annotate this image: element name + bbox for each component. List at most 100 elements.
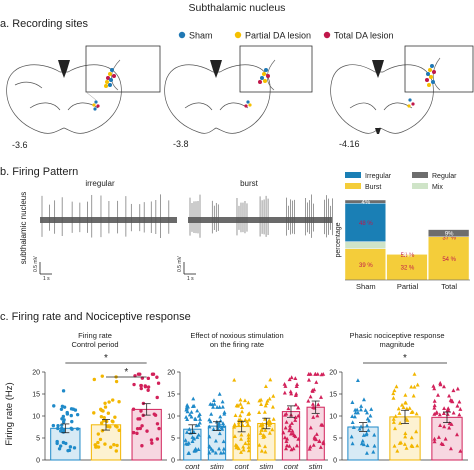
data-point [217, 405, 222, 409]
chart-phasic-response: 0 5 10 15 20 * [329, 353, 468, 465]
data-point [293, 415, 298, 420]
data-point [257, 398, 262, 403]
data-point [284, 411, 289, 416]
data-point [114, 379, 119, 384]
data-point [308, 444, 313, 449]
data-point [113, 415, 117, 419]
panel-c-heading: c. Firing rate and Nociceptive response [0, 311, 191, 323]
data-point [403, 400, 408, 405]
data-point [353, 410, 358, 415]
condition-label: cont [235, 462, 250, 470]
data-point [149, 438, 154, 442]
data-point [260, 422, 265, 426]
data-point [350, 441, 355, 446]
data-point [391, 420, 396, 424]
data-point [366, 428, 371, 432]
scale-voltage-label: 0.5 mV [33, 255, 39, 272]
data-point [104, 419, 109, 424]
data-point [245, 419, 250, 424]
data-point [233, 413, 238, 418]
data-point [403, 392, 408, 397]
data-point [414, 411, 419, 416]
data-point [70, 427, 74, 431]
data-point [240, 422, 245, 427]
data-point [441, 384, 446, 389]
data-point [404, 406, 409, 411]
data-point [197, 412, 202, 416]
data-point [405, 418, 410, 422]
data-point [360, 438, 365, 443]
data-point [139, 383, 143, 388]
stack-value-label: 32 % [401, 266, 415, 272]
data-point [243, 417, 248, 422]
data-point [282, 435, 287, 440]
section-coord-3: -4.16 [339, 139, 360, 149]
data-point [184, 414, 189, 419]
data-point [73, 408, 78, 412]
stack-value-label: 4% [403, 253, 412, 259]
data-point [246, 432, 251, 437]
y-tick-label: 5 [171, 436, 175, 443]
data-point [319, 395, 324, 399]
data-point [72, 446, 77, 450]
data-point [114, 449, 118, 453]
chart-noxious-effect: 0 5 10 15 20 cont stim cont stim cont stim [167, 370, 328, 470]
data-point [207, 444, 212, 449]
subplot-title-line: on the firing rate [210, 340, 264, 349]
data-point [155, 375, 159, 379]
data-point [308, 394, 313, 399]
stack-value-label: 37 % [442, 235, 456, 241]
data-point [288, 423, 293, 428]
data-point [311, 442, 316, 447]
data-point [371, 449, 376, 454]
data-point [150, 441, 154, 445]
data-point [306, 372, 311, 376]
data-point [208, 419, 213, 424]
data-point [240, 409, 245, 414]
stack-segment [386, 254, 428, 281]
data-point [402, 442, 407, 446]
data-point [138, 426, 142, 431]
data-point [211, 398, 216, 403]
data-point [207, 434, 212, 439]
data-point [186, 451, 191, 455]
recording-dots-1 [92, 68, 116, 111]
data-point [213, 450, 218, 455]
data-point [289, 375, 294, 380]
data-point [241, 447, 246, 452]
data-point [145, 429, 149, 433]
legend-dot-partial [234, 31, 242, 39]
data-point [455, 386, 460, 391]
data-point [187, 412, 192, 417]
data-point [391, 391, 396, 396]
data-point [265, 398, 270, 403]
data-point [438, 382, 443, 387]
data-point [393, 426, 398, 431]
data-point [239, 432, 244, 437]
data-point [447, 425, 452, 430]
stack-segment [344, 202, 386, 242]
stack-value-label: 9% [445, 232, 454, 238]
data-point [217, 391, 222, 396]
data-point [293, 434, 298, 439]
data-point [458, 448, 463, 453]
data-point [245, 422, 250, 427]
section-coord-2: -3.8 [173, 139, 189, 149]
data-point [65, 410, 69, 415]
data-point [294, 384, 299, 388]
data-point [432, 403, 437, 408]
data-point [103, 442, 107, 446]
data-point [59, 407, 64, 411]
data-point [113, 424, 118, 428]
data-point [193, 416, 198, 421]
stack-category-label: Sham [356, 282, 376, 291]
data-point [414, 429, 419, 434]
data-point [369, 407, 374, 411]
ventricle-mark-1 [58, 60, 70, 78]
y-tick-label: 10 [167, 414, 175, 421]
y-tick-label: 20 [32, 370, 40, 377]
data-point [263, 403, 268, 408]
data-point [111, 398, 115, 402]
data-point [184, 407, 189, 412]
data-point [239, 436, 244, 441]
